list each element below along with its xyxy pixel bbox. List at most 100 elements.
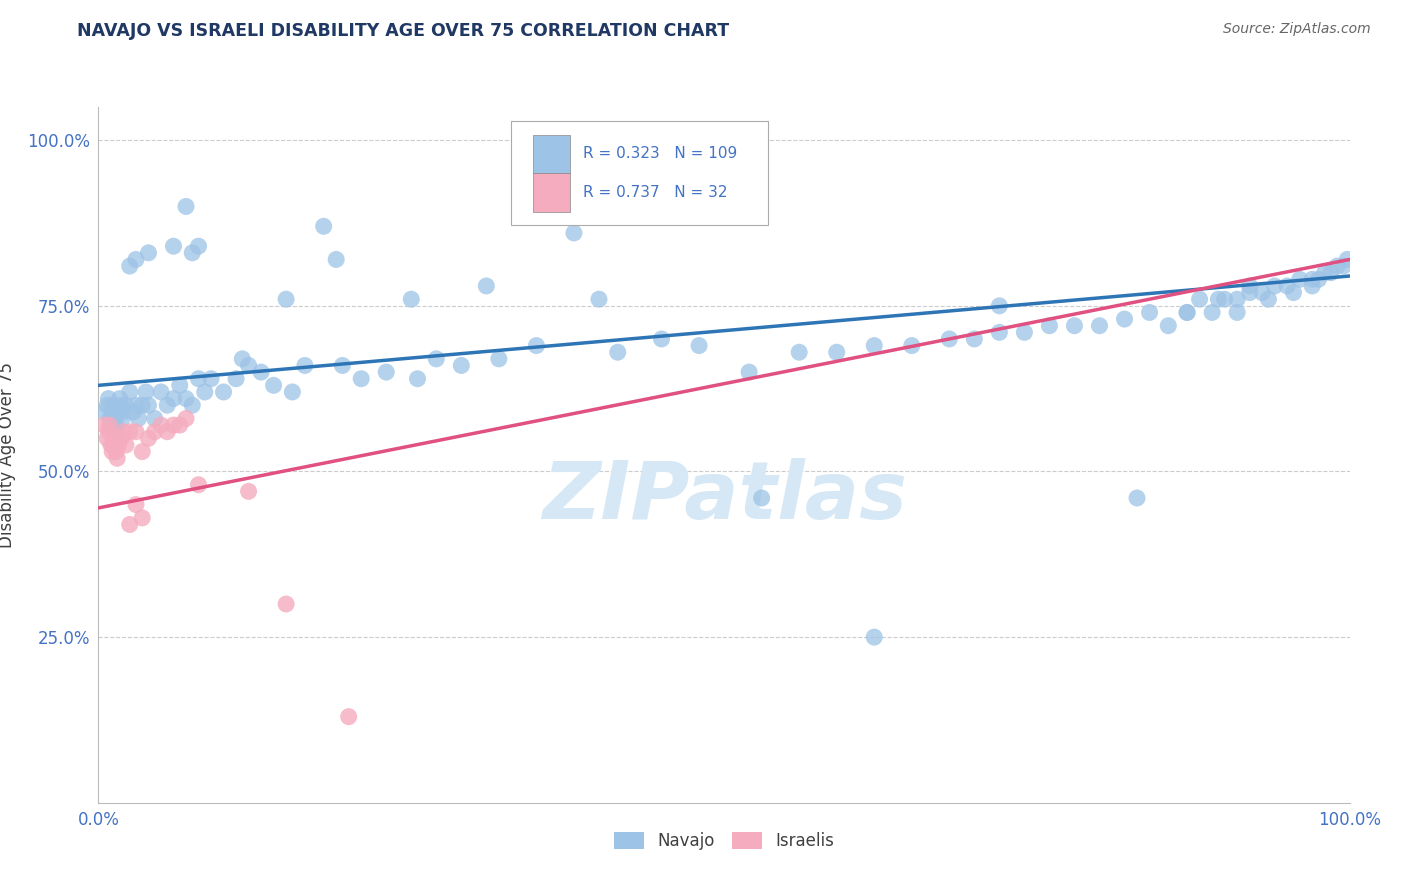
Point	[281, 384, 304, 399]
Point	[963, 332, 986, 346]
Point	[1301, 279, 1323, 293]
Point	[143, 411, 166, 425]
Point	[125, 252, 148, 267]
Point	[1336, 252, 1358, 267]
Point	[1114, 312, 1136, 326]
Point	[1239, 285, 1261, 300]
Point	[1313, 266, 1336, 280]
Point	[1088, 318, 1111, 333]
Point	[738, 365, 761, 379]
Point	[156, 425, 179, 439]
Point	[406, 372, 429, 386]
Point	[97, 425, 120, 439]
Point	[131, 444, 153, 458]
Point	[524, 338, 547, 352]
Point	[105, 425, 128, 439]
Point	[1333, 259, 1355, 273]
Point	[1251, 285, 1274, 300]
Point	[138, 431, 160, 445]
Point	[104, 444, 127, 458]
Point	[350, 372, 373, 386]
Point	[375, 365, 398, 379]
Point	[1126, 491, 1149, 505]
Point	[274, 292, 298, 306]
Point	[98, 411, 121, 425]
Point	[107, 405, 129, 419]
Point	[1014, 326, 1036, 340]
Point	[107, 438, 129, 452]
Point	[325, 252, 347, 267]
Point	[187, 372, 209, 386]
Point	[101, 444, 124, 458]
Point	[100, 438, 122, 452]
Point	[751, 491, 773, 505]
Point	[101, 405, 124, 419]
Point	[212, 384, 235, 399]
Point	[1226, 292, 1249, 306]
Legend: Navajo, Israelis: Navajo, Israelis	[607, 826, 841, 857]
Point	[312, 219, 335, 234]
Point	[225, 372, 247, 386]
Point	[294, 359, 316, 373]
Point	[115, 398, 138, 412]
Text: R = 0.737   N = 32: R = 0.737 N = 32	[582, 186, 727, 200]
Point	[263, 378, 285, 392]
Point	[988, 299, 1011, 313]
Point	[1308, 272, 1330, 286]
Point	[96, 398, 118, 412]
Point	[104, 411, 127, 425]
Point	[125, 498, 148, 512]
Point	[104, 418, 127, 433]
Point	[187, 239, 209, 253]
Point	[938, 332, 960, 346]
Point	[1201, 305, 1223, 319]
Point	[110, 431, 132, 445]
Point	[488, 351, 510, 366]
Point	[122, 405, 145, 419]
Point	[863, 630, 886, 644]
Point	[115, 438, 138, 452]
Point	[112, 425, 135, 439]
Point	[200, 372, 222, 386]
Point	[825, 345, 848, 359]
Point	[110, 398, 132, 412]
Point	[162, 239, 184, 253]
Point	[138, 398, 160, 412]
Point	[650, 332, 672, 346]
Point	[1188, 292, 1211, 306]
Point	[401, 292, 423, 306]
Point	[988, 326, 1011, 340]
Point	[118, 384, 141, 399]
Point	[104, 431, 127, 445]
Point	[1239, 279, 1261, 293]
Point	[475, 279, 498, 293]
Point	[105, 451, 128, 466]
Point	[332, 359, 354, 373]
Point	[125, 425, 148, 439]
Point	[93, 405, 115, 419]
Point	[169, 378, 191, 392]
Point	[138, 245, 160, 260]
Point	[425, 351, 447, 366]
Point	[1257, 292, 1279, 306]
Text: Source: ZipAtlas.com: Source: ZipAtlas.com	[1223, 22, 1371, 37]
Point	[1208, 292, 1230, 306]
Point	[450, 359, 472, 373]
Point	[150, 418, 173, 433]
FancyBboxPatch shape	[533, 173, 571, 211]
Point	[162, 392, 184, 406]
Point	[1301, 272, 1323, 286]
Point	[194, 384, 217, 399]
Point	[1326, 259, 1348, 273]
Point	[606, 345, 628, 359]
Point	[1139, 305, 1161, 319]
Point	[588, 292, 610, 306]
Point	[1277, 279, 1299, 293]
Point	[787, 345, 810, 359]
Point	[118, 425, 141, 439]
Point	[1175, 305, 1198, 319]
Point	[111, 411, 134, 425]
Point	[131, 398, 153, 412]
Point	[93, 418, 115, 433]
Point	[118, 259, 141, 273]
